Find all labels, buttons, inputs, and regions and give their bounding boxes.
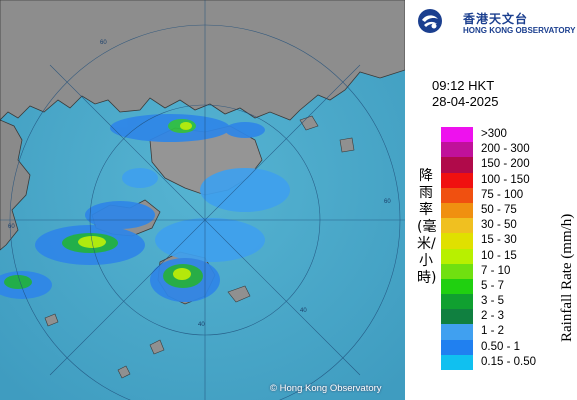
legend-unit-chinese: 降雨率(毫米/小時) xyxy=(417,168,435,287)
legend-label: 30 - 50 xyxy=(481,219,517,231)
legend-label: 3 - 5 xyxy=(481,295,504,307)
legend-unit-english: Rainfall Rate (mm/h) xyxy=(559,214,576,342)
ring-label: 60 xyxy=(384,199,391,205)
legend-label: 2 - 3 xyxy=(481,310,504,322)
copyright-notice: © Hong Kong Observatory xyxy=(270,383,382,394)
legend-label: 200 - 300 xyxy=(481,143,530,155)
legend-label: 0.15 - 0.50 xyxy=(481,356,536,368)
legend-label: 10 - 15 xyxy=(481,250,517,262)
info-panel: 香港天文台 HONG KONG OBSERVATORY 09:12 HKT 28… xyxy=(405,0,577,400)
legend-label: 50 - 75 xyxy=(481,204,517,216)
legend-label: 15 - 30 xyxy=(481,234,517,246)
legend-label: 7 - 10 xyxy=(481,265,510,277)
legend-label: 100 - 150 xyxy=(481,174,530,186)
legend-label: >300 xyxy=(481,128,507,140)
legend-swatch xyxy=(441,233,473,248)
rain-echo xyxy=(225,122,265,138)
legend-swatch xyxy=(441,173,473,188)
legend-swatch xyxy=(441,218,473,233)
legend-swatch xyxy=(441,142,473,157)
rain-echo xyxy=(4,275,32,289)
legend-swatch xyxy=(441,127,473,142)
legend-swatch xyxy=(441,294,473,309)
legend-swatch xyxy=(441,324,473,339)
legend-label: 150 - 200 xyxy=(481,158,530,170)
ring-label: 60 xyxy=(100,40,107,46)
legend-swatch xyxy=(441,188,473,203)
legend-swatch xyxy=(441,355,473,370)
rain-echo xyxy=(200,168,290,212)
legend-swatch xyxy=(441,249,473,264)
observatory-logo-icon xyxy=(417,8,443,34)
rain-echo xyxy=(122,168,158,188)
observation-date: 28-04-2025 xyxy=(432,94,499,109)
ring-label: 40 xyxy=(300,308,307,314)
logo-chinese-name: 香港天文台 xyxy=(463,10,528,27)
legend-swatch xyxy=(441,279,473,294)
legend-label: 5 - 7 xyxy=(481,280,504,292)
rain-echo xyxy=(180,122,192,130)
radar-map-canvas: 60 60 60 40 40 xyxy=(0,0,405,400)
observation-time: 09:12 HKT xyxy=(432,78,494,93)
legend-swatch xyxy=(441,264,473,279)
ring-label: 60 xyxy=(8,224,15,230)
legend-swatch xyxy=(441,157,473,172)
logo-english-name: HONG KONG OBSERVATORY xyxy=(463,26,575,35)
rain-echo xyxy=(85,201,155,229)
legend-label: 75 - 100 xyxy=(481,189,523,201)
rain-echo xyxy=(173,268,191,280)
observatory-logo: 香港天文台 HONG KONG OBSERVATORY xyxy=(415,6,575,38)
legend-swatch xyxy=(441,203,473,218)
legend-label: 0.50 - 1 xyxy=(481,341,520,353)
radar-map: 60 60 60 40 40 © Hong Kong Observatory xyxy=(0,0,405,400)
legend-label: 1 - 2 xyxy=(481,325,504,337)
legend-swatch xyxy=(441,340,473,355)
legend-swatch xyxy=(441,309,473,324)
ring-label: 40 xyxy=(198,322,205,328)
islet-d xyxy=(340,138,354,152)
